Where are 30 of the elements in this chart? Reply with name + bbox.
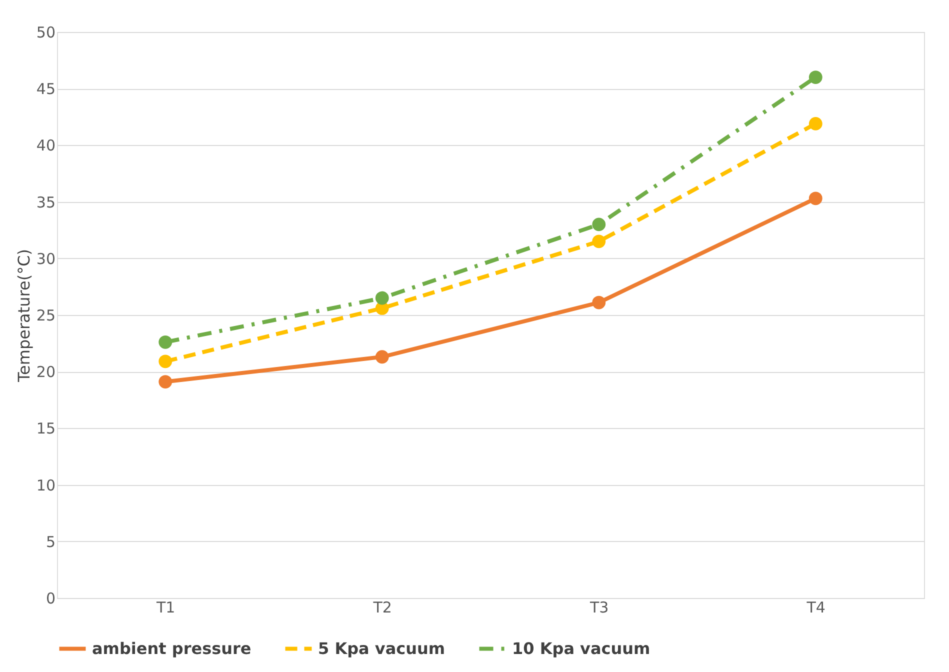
y-tick-label: 50 <box>36 24 56 42</box>
y-tick-label: 40 <box>36 136 56 155</box>
point <box>158 335 172 349</box>
x-tick-label: T4 <box>806 598 826 616</box>
y-tick-label: 10 <box>36 476 56 494</box>
y-tick-label: 15 <box>36 420 56 438</box>
y-tick-label: 20 <box>36 363 56 382</box>
legend-label: 10 Kpa vacuum <box>512 638 650 658</box>
point <box>592 234 606 248</box>
point <box>375 291 389 305</box>
legend-label: ambient pressure <box>92 638 252 658</box>
point <box>808 70 822 84</box>
y-axis-title: Temperature(°C) <box>14 248 34 384</box>
x-tick-label: T1 <box>156 598 176 616</box>
point <box>808 116 822 130</box>
point <box>158 354 172 368</box>
point <box>592 218 606 232</box>
y-tick-label: 30 <box>36 250 56 268</box>
x-tick-label: T3 <box>589 598 609 616</box>
point <box>592 296 606 310</box>
y-tick-label: 25 <box>36 306 56 324</box>
y-tick-label: 5 <box>46 532 56 551</box>
y-tick-label: 0 <box>46 590 56 608</box>
point <box>158 375 172 388</box>
legend-label: 5 Kpa vacuum <box>318 638 446 658</box>
x-tick-label: T2 <box>372 598 392 616</box>
point <box>808 192 822 206</box>
point <box>375 350 389 364</box>
y-tick-label: 45 <box>36 80 56 98</box>
y-tick-label: 35 <box>36 193 56 212</box>
